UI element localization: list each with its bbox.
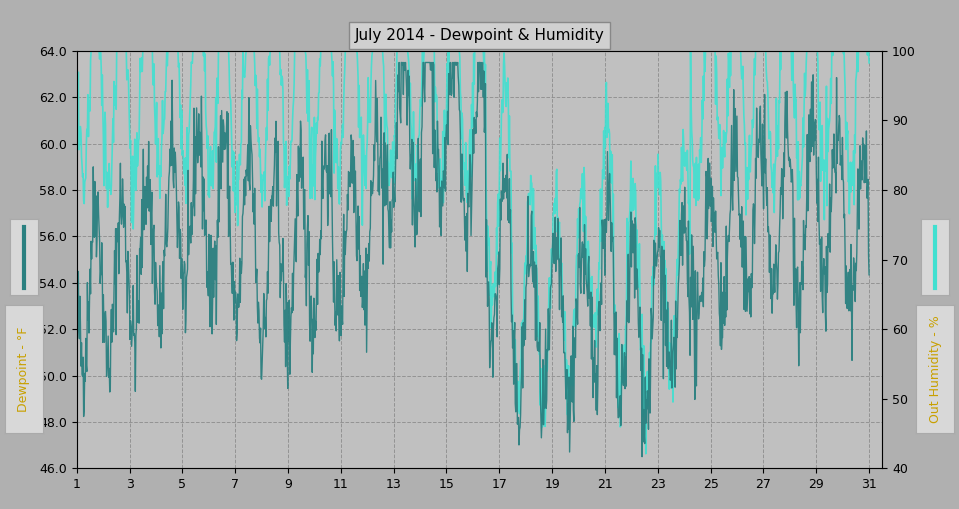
Title: July 2014 - Dewpoint & Humidity: July 2014 - Dewpoint & Humidity <box>355 28 604 43</box>
Text: Dewpoint - °F: Dewpoint - °F <box>17 326 31 412</box>
Text: Out Humidity - %: Out Humidity - % <box>928 315 942 423</box>
